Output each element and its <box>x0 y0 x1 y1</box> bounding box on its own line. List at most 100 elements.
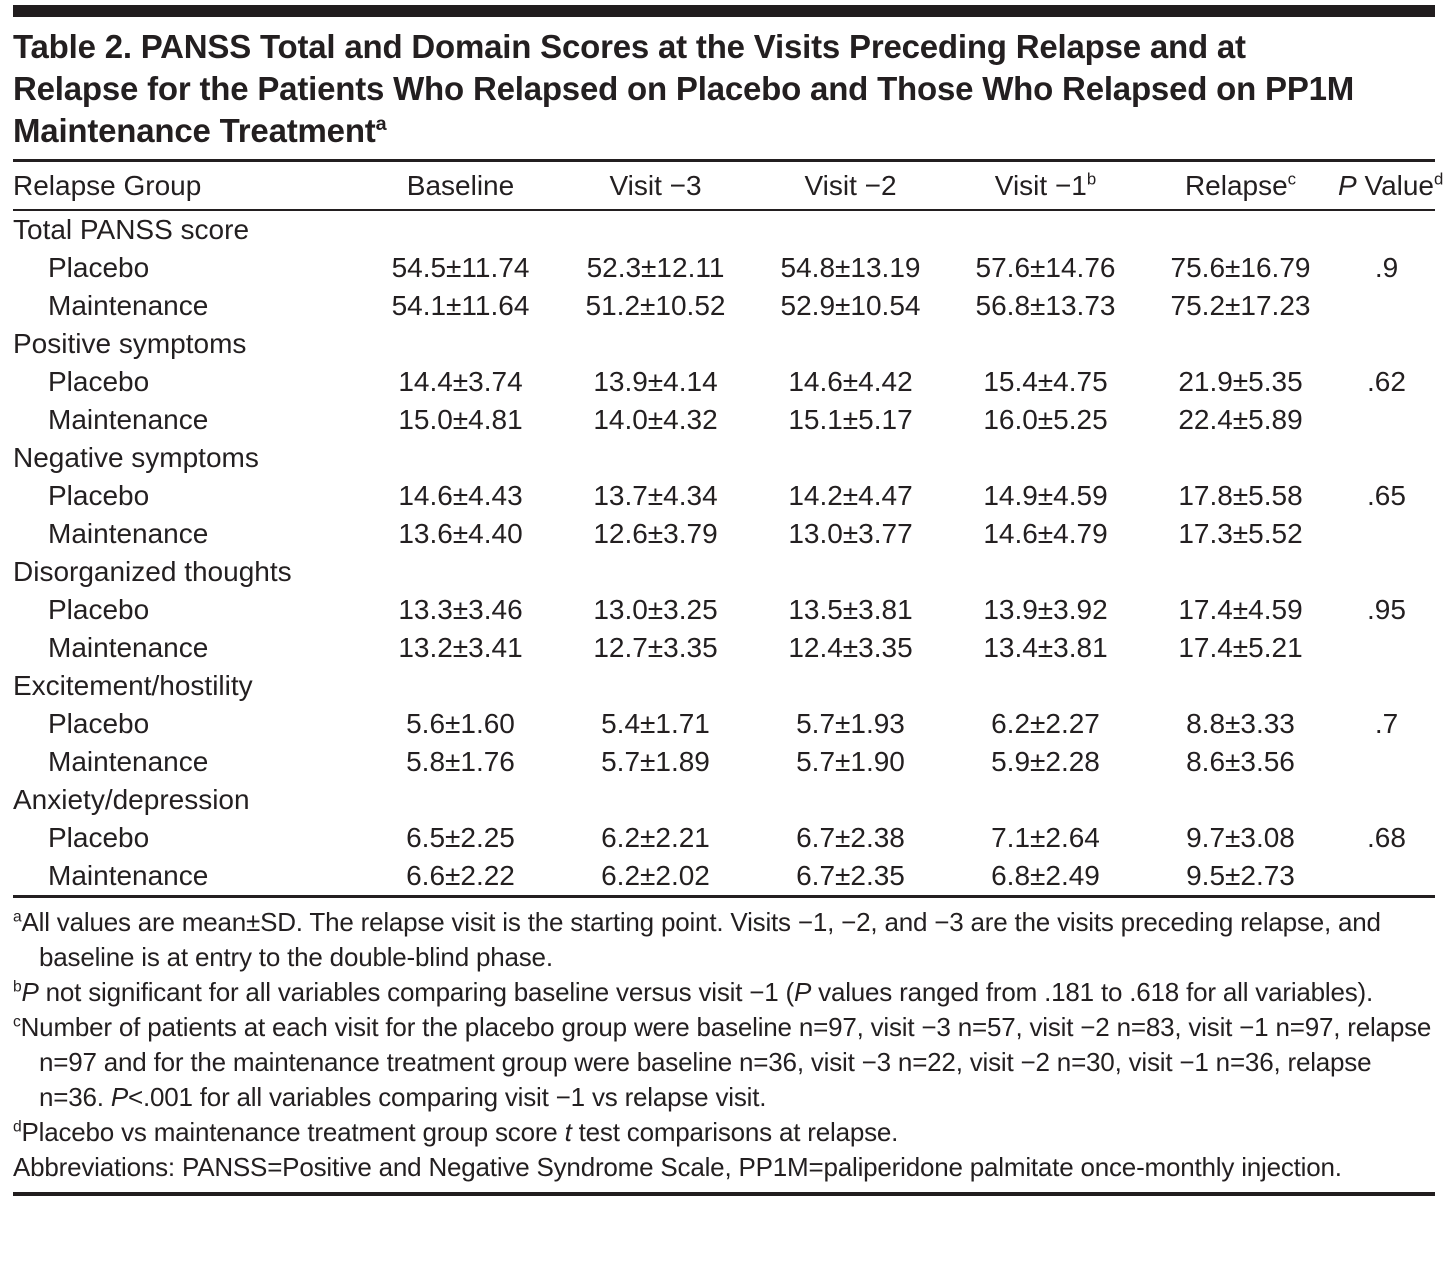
section-row: Disorganized thoughts <box>13 553 1435 591</box>
cell-visit-1: 14.6±4.79 <box>983 518 1108 549</box>
cell-visit-1: 14.9±4.59 <box>983 480 1108 511</box>
table-header: Relapse Group Baseline Visit −3 Visit −2 Vis… <box>13 160 1443 211</box>
table-body: Total PANSS score Placebo 54.5±11.74 52.3±1… <box>13 210 1435 897</box>
cell-visit-3: 13.9±4.14 <box>593 366 718 397</box>
title-line: Maintenance Treatmenta <box>13 112 387 149</box>
text: <.001 for all variables comparing visit … <box>127 1082 767 1112</box>
cell-p-value: .62 <box>1367 366 1406 397</box>
header-row: Relapse Group Baseline Visit −3 Visit −2 Vis… <box>13 160 1443 211</box>
italic-text: P <box>793 977 812 1007</box>
cell-relapse: 75.2±17.23 <box>1170 290 1311 321</box>
cell-visit-3: 51.2±10.52 <box>585 290 726 321</box>
cell-relapse: 17.3±5.52 <box>1178 518 1303 549</box>
cell-visit-2: 13.0±3.77 <box>788 518 913 549</box>
data-row: Maintenance 13.6±4.40 12.6±3.79 13.0±3.77 14… <box>13 515 1435 553</box>
cell-relapse: 75.6±16.79 <box>1170 252 1311 283</box>
data-row: Placebo 5.6±1.60 5.4±1.71 5.7±1.93 6.2±2.27 8… <box>13 705 1435 743</box>
footnote: dPlacebo vs maintenance treatment group … <box>13 1115 1435 1150</box>
section-row: Excitement/hostility <box>13 667 1435 705</box>
column-header-p-value: P Valued <box>1338 161 1443 211</box>
cell-p-value: .7 <box>1374 708 1399 739</box>
cell-p-value: .9 <box>1374 252 1399 283</box>
italic-text: t <box>564 1117 572 1147</box>
cell-visit-2: 6.7±2.38 <box>796 822 905 853</box>
cell-baseline: 13.2±3.41 <box>398 632 523 663</box>
text: Baseline <box>406 170 515 201</box>
title-line: Table 2. PANSS Total and Domain Scores a… <box>13 28 1246 65</box>
footnote: cNumber of patients at each visit for th… <box>13 1010 1435 1115</box>
cell-relapse: 22.4±5.89 <box>1178 404 1303 435</box>
column-superscript: b <box>1086 169 1097 189</box>
table-title: Table 2. PANSS Total and Domain Scores a… <box>13 26 1435 152</box>
italic-text: P <box>110 1082 128 1112</box>
section-label: Anxiety/depression <box>13 784 250 815</box>
group-label: Placebo <box>48 594 150 625</box>
section-label: Positive symptoms <box>13 328 247 359</box>
text: Placebo vs maintenance treatment group s… <box>21 1117 565 1147</box>
cell-visit-1: 13.4±3.81 <box>983 632 1108 663</box>
bottom-rule <box>13 1192 1435 1196</box>
data-row: Placebo 14.6±4.43 13.7±4.34 14.2±4.47 14.9±4… <box>13 477 1435 515</box>
cell-visit-3: 13.0±3.25 <box>593 594 718 625</box>
cell-p-value: .95 <box>1367 594 1406 625</box>
section-label: Total PANSS score <box>13 214 250 245</box>
footnote: aAll values are mean±SD. The relapse vis… <box>13 905 1435 975</box>
column-header-relapse: Relapsec <box>1143 161 1338 211</box>
data-row: Placebo 13.3±3.46 13.0±3.25 13.5±3.81 13.9±3… <box>13 591 1435 629</box>
data-row: Placebo 54.5±11.74 52.3±12.11 54.8±13.19 57.… <box>13 249 1435 287</box>
cell-visit-1: 57.6±14.76 <box>975 252 1116 283</box>
group-label: Maintenance <box>48 632 209 663</box>
cell-baseline: 14.6±4.43 <box>398 480 523 511</box>
data-row: Maintenance 54.1±11.64 51.2±10.52 52.9±10.5… <box>13 287 1435 325</box>
cell-p-value <box>1338 287 1435 325</box>
footnote-marker: b <box>13 978 22 996</box>
group-label: Maintenance <box>48 746 209 777</box>
cell-visit-1: 16.0±5.25 <box>983 404 1108 435</box>
italic-text: P <box>21 977 39 1007</box>
text: Abbreviations: PANSS=Positive and Negati… <box>13 1152 1342 1182</box>
footnote: Abbreviations: PANSS=Positive and Negati… <box>13 1150 1435 1185</box>
text: Number of patients at each visit for the… <box>20 1012 1432 1112</box>
text: All values are mean±SD. The relapse visi… <box>21 907 1381 972</box>
cell-relapse: 9.7±3.08 <box>1186 822 1295 853</box>
cell-visit-2: 6.7±2.35 <box>796 860 905 891</box>
cell-relapse: 17.8±5.58 <box>1178 480 1303 511</box>
section-row: Positive symptoms <box>13 325 1435 363</box>
cell-p-value: .65 <box>1367 480 1406 511</box>
cell-visit-1: 5.9±2.28 <box>991 746 1100 777</box>
column-superscript: d <box>1434 169 1444 189</box>
cell-relapse: 17.4±4.59 <box>1178 594 1303 625</box>
cell-visit-1: 56.8±13.73 <box>975 290 1116 321</box>
cell-relapse: 17.4±5.21 <box>1178 632 1303 663</box>
text: test comparisons at relapse. <box>571 1117 899 1147</box>
text: Visit −2 <box>804 170 897 201</box>
cell-relapse: 21.9±5.35 <box>1178 366 1303 397</box>
cell-p-value <box>1338 515 1435 553</box>
cell-baseline: 13.3±3.46 <box>398 594 523 625</box>
panss-scores-table: Relapse Group Baseline Visit −3 Visit −2 Vis… <box>13 159 1443 898</box>
cell-baseline: 6.6±2.22 <box>406 860 515 891</box>
cell-visit-1: 6.2±2.27 <box>991 708 1100 739</box>
column-header-visit-1: Visit −1b <box>948 161 1143 211</box>
cell-visit-3: 14.0±4.32 <box>593 404 718 435</box>
cell-visit-3: 13.7±4.34 <box>593 480 718 511</box>
text: Visit −1 <box>994 170 1087 201</box>
group-label: Maintenance <box>48 290 209 321</box>
text: not significant for all variables compar… <box>38 977 795 1007</box>
footnotes: aAll values are mean±SD. The relapse vis… <box>13 905 1435 1185</box>
cell-visit-2: 52.9±10.54 <box>780 290 921 321</box>
cell-relapse: 8.8±3.33 <box>1186 708 1295 739</box>
cell-baseline: 13.6±4.40 <box>398 518 523 549</box>
cell-baseline: 14.4±3.74 <box>398 366 523 397</box>
group-label: Maintenance <box>48 518 209 549</box>
cell-baseline: 5.8±1.76 <box>406 746 515 777</box>
text: Relapse Group <box>13 170 202 201</box>
cell-visit-2: 13.5±3.81 <box>788 594 913 625</box>
text: Visit −3 <box>609 170 702 201</box>
cell-visit-3: 52.3±12.11 <box>586 252 725 283</box>
data-row: Maintenance 13.2±3.41 12.7±3.35 12.4±3.35 13… <box>13 629 1435 667</box>
cell-visit-2: 12.4±3.35 <box>788 632 913 663</box>
data-row: Maintenance 5.8±1.76 5.7±1.89 5.7±1.90 5.9±2… <box>13 743 1435 781</box>
cell-baseline: 54.1±11.64 <box>391 290 530 321</box>
cell-p-value <box>1338 629 1435 667</box>
